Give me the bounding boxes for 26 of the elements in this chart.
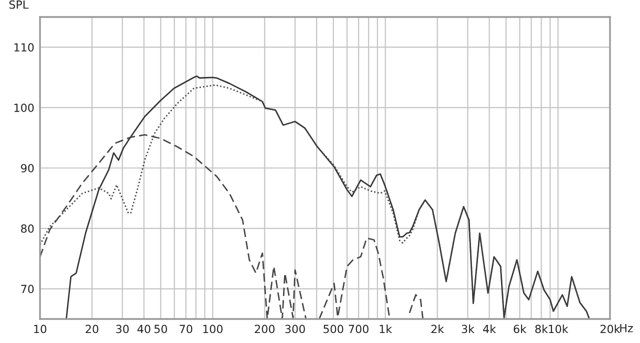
x-tick-label: 3k [462,324,474,334]
y-tick-label: 80 [21,224,34,233]
x-axis-title: Hz [620,324,633,332]
x-tick-label: 6k [514,324,526,334]
x-tick-label: 50 [154,324,168,334]
y-axis-title: SPL [9,0,29,9]
x-tick-label: 2k [431,324,444,333]
x-tick-label: 10k [548,324,568,334]
y-tick-label: 90 [21,164,34,172]
x-tick-label: 30 [116,324,129,334]
y-tick-label: 100 [14,104,34,112]
x-tick-label: 20 [86,324,98,334]
x-tick-label: 70 [180,324,192,334]
x-tick-label: 100 [203,324,223,334]
x-tick-label: 40 [137,324,150,334]
x-tick-label: 10 [34,324,46,334]
x-tick-label: 300 [285,324,305,334]
x-tick-label: 1k [380,324,392,333]
x-tick-label: 8k [535,324,548,334]
x-tick-label: 200 [254,324,275,334]
x-tick-label: 20k [600,324,620,334]
x-tick-label: 500 [324,324,344,334]
x-tick-label: 700 [348,324,368,334]
y-tick-label: 70 [21,284,34,294]
y-tick-label: 110 [14,43,34,52]
x-tick-label: 4k [483,324,496,333]
